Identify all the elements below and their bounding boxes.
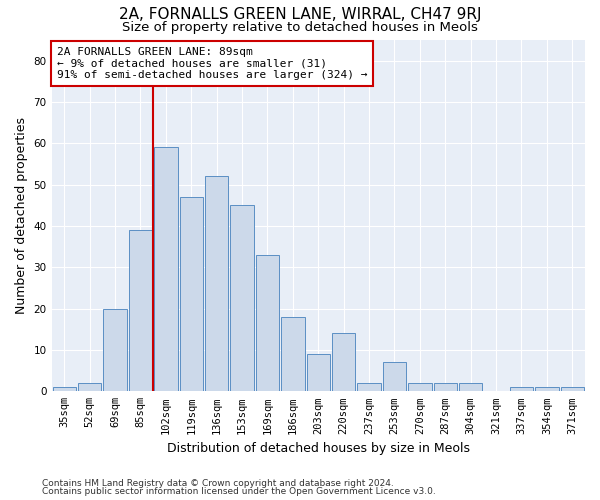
Bar <box>535 387 559 392</box>
Bar <box>332 334 355 392</box>
Bar <box>307 354 330 392</box>
Bar <box>510 387 533 392</box>
Bar <box>459 383 482 392</box>
Bar <box>103 308 127 392</box>
Bar <box>256 255 279 392</box>
Text: 2A, FORNALLS GREEN LANE, WIRRAL, CH47 9RJ: 2A, FORNALLS GREEN LANE, WIRRAL, CH47 9R… <box>119 8 481 22</box>
Bar <box>358 383 381 392</box>
Text: Contains public sector information licensed under the Open Government Licence v3: Contains public sector information licen… <box>42 487 436 496</box>
Bar <box>53 387 76 392</box>
Bar <box>129 230 152 392</box>
Bar <box>154 148 178 392</box>
Bar <box>230 206 254 392</box>
Bar <box>78 383 101 392</box>
Bar <box>560 387 584 392</box>
Bar <box>179 197 203 392</box>
Y-axis label: Number of detached properties: Number of detached properties <box>15 117 28 314</box>
Bar <box>383 362 406 392</box>
Text: Contains HM Land Registry data © Crown copyright and database right 2024.: Contains HM Land Registry data © Crown c… <box>42 478 394 488</box>
Bar <box>205 176 229 392</box>
Text: Size of property relative to detached houses in Meols: Size of property relative to detached ho… <box>122 21 478 34</box>
Bar <box>434 383 457 392</box>
Bar <box>281 317 305 392</box>
Bar <box>408 383 431 392</box>
Text: 2A FORNALLS GREEN LANE: 89sqm
← 9% of detached houses are smaller (31)
91% of se: 2A FORNALLS GREEN LANE: 89sqm ← 9% of de… <box>57 47 367 80</box>
X-axis label: Distribution of detached houses by size in Meols: Distribution of detached houses by size … <box>167 442 470 455</box>
